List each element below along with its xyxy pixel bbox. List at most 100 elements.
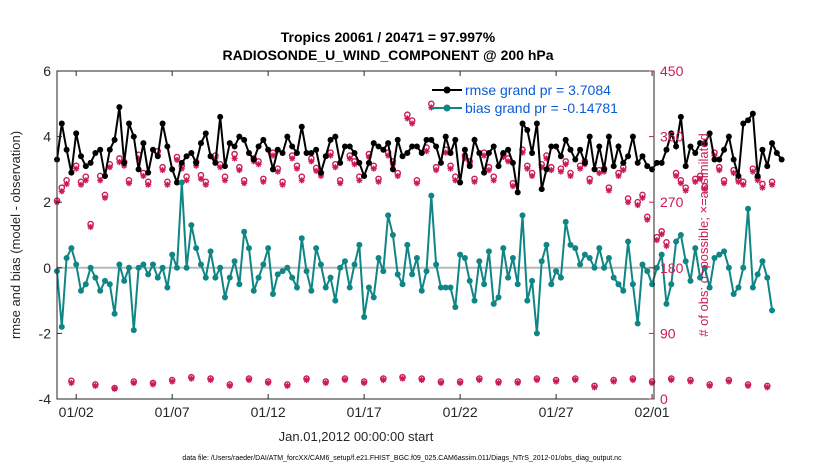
obs-assimilated-marker <box>562 161 569 168</box>
obs-assimilated-marker <box>255 161 262 168</box>
bias-point <box>226 274 233 281</box>
rmse-point <box>337 159 344 166</box>
obs-assimilated-marker <box>721 180 728 187</box>
obs-assimilated-marker <box>452 177 459 184</box>
bias-point <box>687 277 694 284</box>
bias-point <box>111 310 118 317</box>
obs-assimilated-marker <box>356 177 363 184</box>
bias-point <box>601 264 608 271</box>
chart-title: Tropics 20061 / 20471 = 97.997% <box>281 29 496 45</box>
bias-point <box>538 258 545 265</box>
obs-assimilated-marker <box>92 382 99 389</box>
rmse-point <box>317 169 324 176</box>
obs-assimilated-marker <box>169 378 176 385</box>
rmse-point <box>413 143 420 150</box>
rmse-point <box>519 120 526 127</box>
obs-assimilated-marker <box>625 199 632 206</box>
x-axis-label: Jan.01,2012 00:00:00 start <box>279 429 434 444</box>
bias-point <box>92 274 99 281</box>
rmse-point <box>778 156 785 163</box>
rmse-point <box>351 150 358 156</box>
y-tick-label: 6 <box>43 63 51 79</box>
rmse-point <box>725 133 732 140</box>
bias-point <box>82 281 89 288</box>
bias-point <box>303 268 310 275</box>
plot-frame <box>56 70 655 400</box>
obs-assimilated-marker <box>413 180 420 187</box>
rmse-point <box>313 146 320 153</box>
plot-area <box>57 71 654 399</box>
rmse-point <box>221 163 228 170</box>
bias-point <box>356 241 363 248</box>
obs-assimilated-marker <box>236 167 243 174</box>
rmse-point <box>644 163 651 170</box>
rmse-point <box>298 123 305 130</box>
obs-assimilated-marker <box>221 177 228 184</box>
bias-point <box>77 287 84 294</box>
legend-bias-marker <box>443 104 451 112</box>
bias-point <box>721 248 728 255</box>
obs-assimilated-marker <box>769 181 776 188</box>
bias-point <box>759 258 766 265</box>
y-right-tick-label: 90 <box>660 325 676 341</box>
bias-point <box>202 274 209 281</box>
obs-assimilated-marker <box>82 177 89 184</box>
bias-point <box>625 238 632 245</box>
x-tick-label: 01/17 <box>347 404 382 420</box>
rmse-point <box>255 143 262 150</box>
obs-assimilated-marker <box>437 379 444 386</box>
obs-assimilated-marker <box>639 194 646 201</box>
bias-point <box>341 258 348 265</box>
rmse-point <box>557 153 564 160</box>
rmse-point <box>130 133 137 140</box>
obs-assimilated-marker <box>260 178 267 185</box>
bias-point <box>289 274 296 281</box>
obs-assimilated-marker <box>591 384 598 391</box>
rmse-point <box>116 104 123 111</box>
rmse-point <box>149 146 156 153</box>
obs-assimilated-marker <box>73 165 80 172</box>
y-right-tick-label: 450 <box>660 63 684 79</box>
bias-point <box>317 261 324 268</box>
rmse-point <box>716 156 723 163</box>
obs-assimilated-marker <box>97 177 104 184</box>
bias-point <box>164 284 171 291</box>
bias-point <box>197 261 204 268</box>
rmse-point <box>428 136 435 143</box>
obs-assimilated-marker <box>687 378 694 385</box>
chart-subtitle: RADIOSONDE_U_WIND_COMPONENT @ 200 hPa <box>222 47 553 63</box>
obs-assimilated-marker <box>63 180 70 187</box>
bias-point <box>668 281 675 288</box>
obs-assimilated-marker <box>495 379 502 386</box>
bias-point <box>692 245 699 252</box>
obs-assimilated-marker <box>533 377 540 384</box>
bias-point <box>193 245 200 252</box>
obs-assimilated-marker <box>716 167 723 174</box>
bias-point <box>322 284 329 291</box>
bias-point <box>313 245 320 252</box>
rmse-point <box>476 150 483 156</box>
bias-point <box>471 297 478 304</box>
rmse-point <box>697 140 704 147</box>
rmse-point <box>279 150 286 156</box>
rmse-point <box>284 133 291 140</box>
rmse-point <box>562 136 569 143</box>
y-right-tick-label: 0 <box>660 391 668 407</box>
x-tick-label: 01/22 <box>443 404 478 420</box>
obs-assimilated-marker <box>159 167 166 174</box>
rmse-point <box>749 110 756 117</box>
obs-assimilated-marker <box>279 181 286 188</box>
obs-assimilated-marker <box>418 377 425 384</box>
rmse-point <box>639 153 646 160</box>
obs-assimilated-marker <box>457 379 464 386</box>
rmse-point <box>721 146 728 153</box>
obs-assimilated-marker <box>289 155 296 162</box>
obs-assimilated-marker <box>485 167 492 174</box>
rmse-point <box>687 143 694 150</box>
rmse-point <box>202 130 209 137</box>
bias-point <box>447 284 454 291</box>
obs-assimilated-marker <box>692 178 699 185</box>
bias-point <box>711 254 718 261</box>
legend-rmse-marker <box>443 86 451 94</box>
obs-assimilated-marker <box>481 152 488 159</box>
